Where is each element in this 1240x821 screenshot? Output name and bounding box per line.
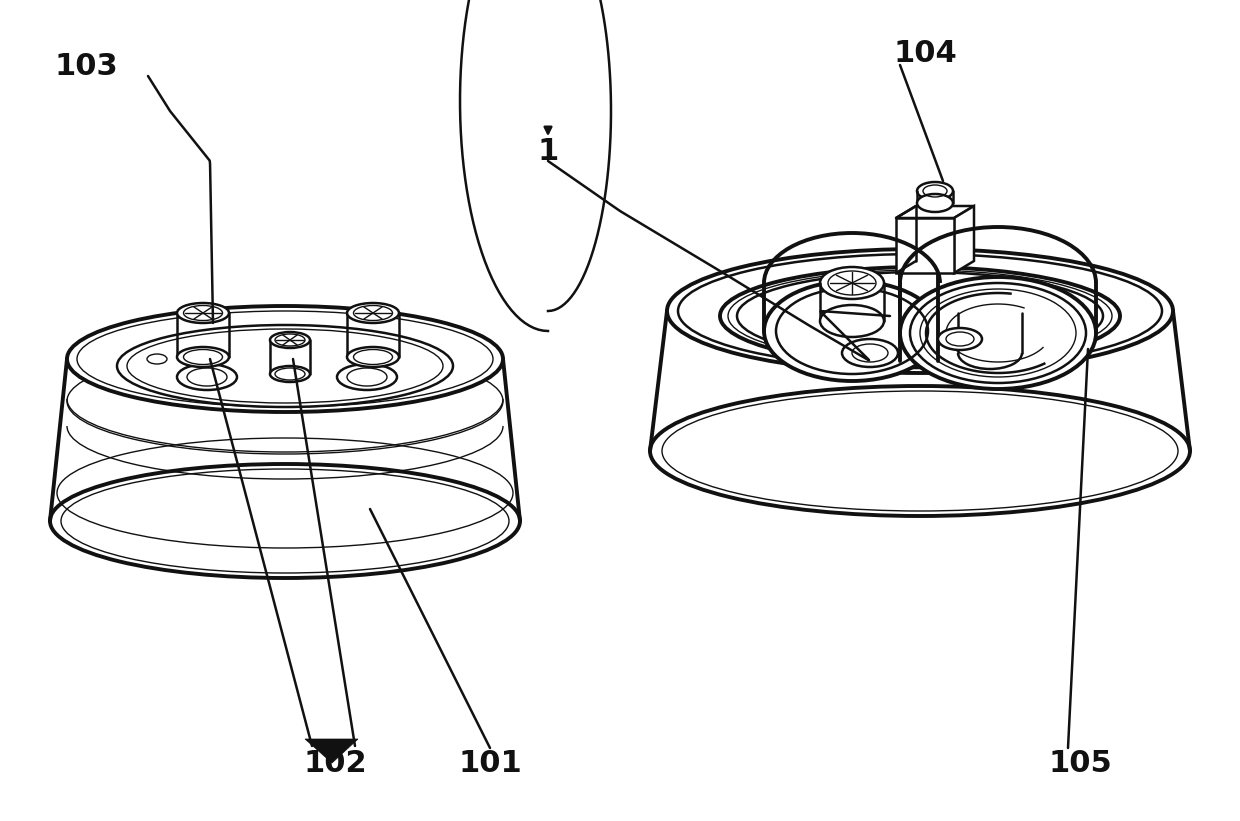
Ellipse shape: [347, 347, 399, 367]
Ellipse shape: [720, 267, 1120, 365]
Ellipse shape: [667, 249, 1173, 373]
Ellipse shape: [117, 325, 453, 407]
Polygon shape: [954, 206, 973, 273]
Polygon shape: [897, 218, 954, 273]
Text: 1: 1: [537, 136, 559, 166]
Ellipse shape: [650, 386, 1190, 516]
Ellipse shape: [270, 332, 310, 348]
Ellipse shape: [918, 194, 954, 212]
Ellipse shape: [764, 281, 940, 381]
Ellipse shape: [842, 339, 898, 367]
Ellipse shape: [918, 182, 954, 200]
Ellipse shape: [820, 305, 884, 337]
Ellipse shape: [61, 469, 508, 573]
Ellipse shape: [347, 303, 399, 323]
Ellipse shape: [900, 277, 1096, 389]
Polygon shape: [305, 739, 358, 763]
Ellipse shape: [937, 328, 982, 350]
Ellipse shape: [177, 347, 229, 367]
Text: 104: 104: [893, 39, 957, 67]
Ellipse shape: [177, 303, 229, 323]
Ellipse shape: [148, 354, 167, 364]
Ellipse shape: [270, 366, 310, 382]
Polygon shape: [897, 206, 973, 218]
Text: 105: 105: [1048, 749, 1112, 777]
Ellipse shape: [177, 364, 237, 390]
Ellipse shape: [337, 364, 397, 390]
Text: 102: 102: [304, 749, 367, 777]
Ellipse shape: [67, 306, 503, 412]
Ellipse shape: [820, 267, 884, 299]
Text: 101: 101: [458, 749, 522, 777]
Ellipse shape: [50, 464, 520, 578]
Text: 103: 103: [55, 52, 119, 80]
